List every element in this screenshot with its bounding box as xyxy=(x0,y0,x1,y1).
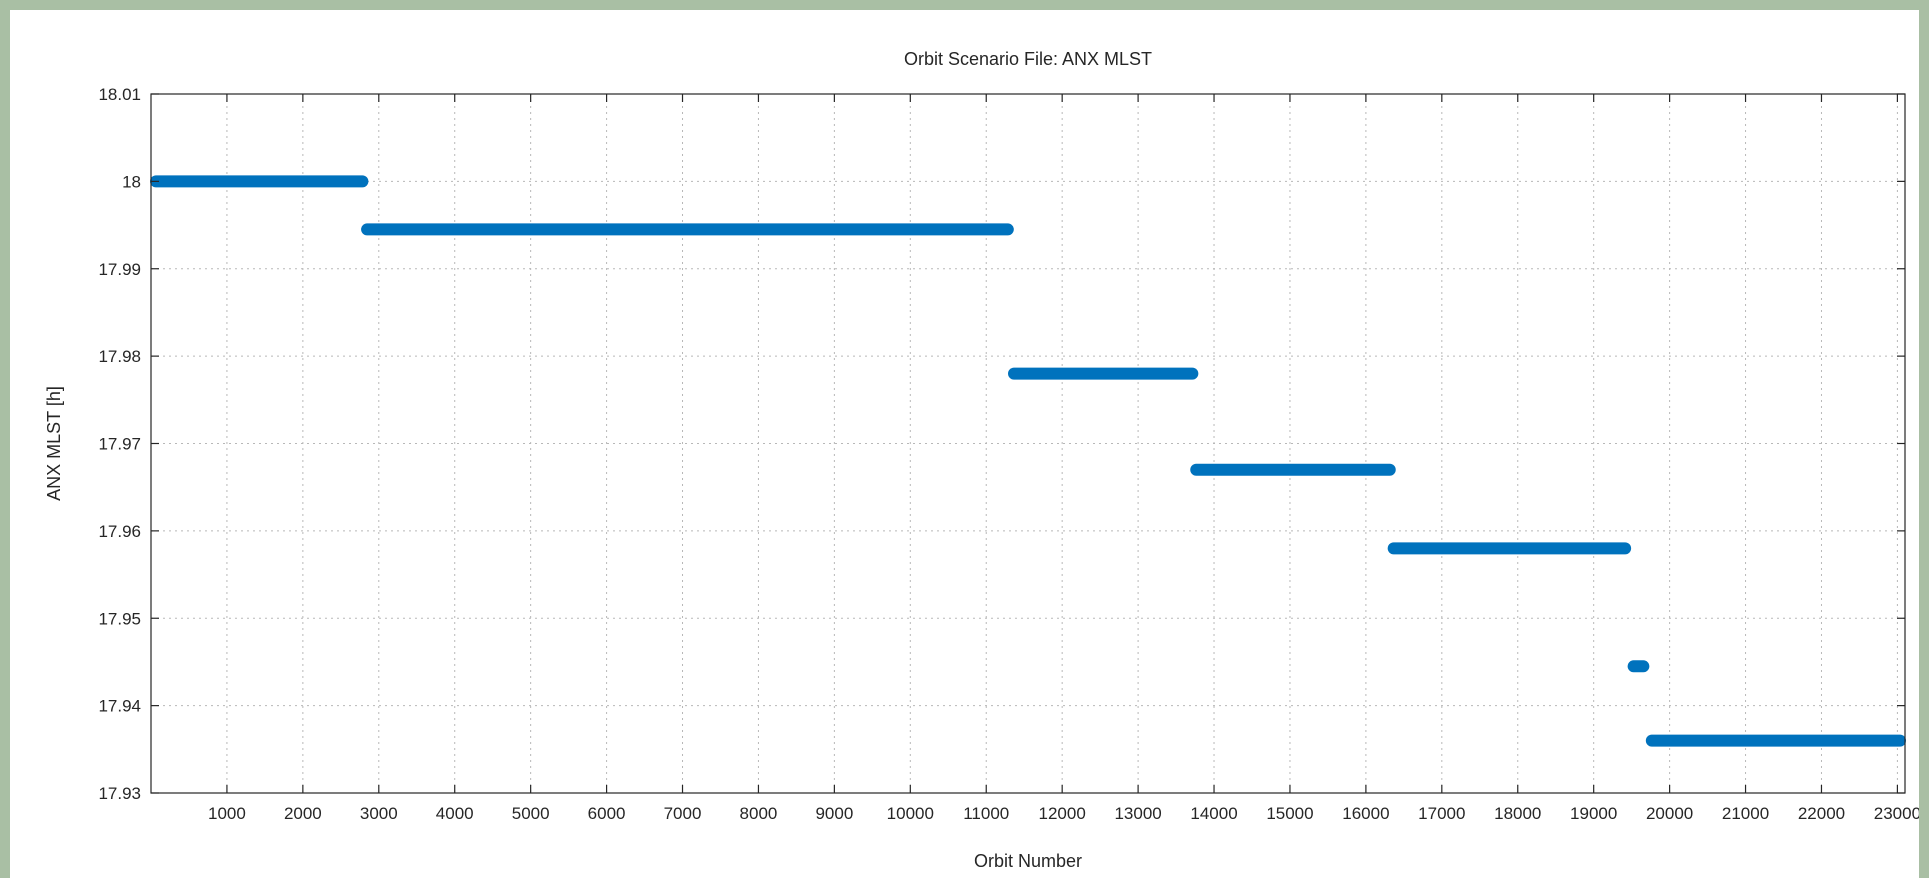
figure-window: 1000 2000 3000 4000 5000 6000 7000 8000 9000 1000… xyxy=(10,10,1919,878)
y-tick-label: 17.94 xyxy=(98,697,141,716)
x-tick-label: 7000 xyxy=(664,804,702,823)
x-axis-label: Orbit Number xyxy=(974,851,1082,871)
data-series xyxy=(150,175,1906,747)
orbit-mlst-chart: 1000 2000 3000 4000 5000 6000 7000 8000 9000 1000… xyxy=(44,49,1919,871)
y-tick-label: 18 xyxy=(122,172,141,191)
x-tick-label: 10000 xyxy=(887,804,934,823)
x-tick-label: 3000 xyxy=(360,804,398,823)
y-tick-label: 17.96 xyxy=(98,522,141,541)
x-tick-label: 18000 xyxy=(1494,804,1541,823)
x-tick-label: 2000 xyxy=(284,804,322,823)
chart-title: Orbit Scenario File: ANX MLST xyxy=(904,49,1152,69)
x-tick-label: 4000 xyxy=(436,804,474,823)
x-tick-label: 13000 xyxy=(1114,804,1161,823)
x-tick-label: 22000 xyxy=(1798,804,1845,823)
y-axis-label: ANX MLST [h] xyxy=(44,386,64,501)
x-tick-label: 14000 xyxy=(1190,804,1237,823)
x-tick-label: 17000 xyxy=(1418,804,1465,823)
x-tick-label: 20000 xyxy=(1646,804,1693,823)
x-tick-label: 19000 xyxy=(1570,804,1617,823)
y-tick-label: 17.93 xyxy=(98,784,141,803)
y-tick-label: 18.01 xyxy=(98,85,141,104)
y-tick-label: 17.95 xyxy=(98,609,141,628)
x-tick-label: 15000 xyxy=(1266,804,1313,823)
x-tick-label: 16000 xyxy=(1342,804,1389,823)
x-tick-label: 8000 xyxy=(740,804,778,823)
x-tick-label: 23000 xyxy=(1874,804,1919,823)
x-tick-label: 21000 xyxy=(1722,804,1769,823)
x-tick-label: 11000 xyxy=(963,804,1009,823)
y-tick-label: 17.98 xyxy=(98,347,141,366)
y-tick-label: 17.97 xyxy=(98,435,141,454)
x-tick-label: 1000 xyxy=(208,804,246,823)
x-tick-label: 12000 xyxy=(1039,804,1086,823)
axis-ticks: 1000 2000 3000 4000 5000 6000 7000 8000 9000 1000… xyxy=(98,85,1919,823)
x-tick-label: 9000 xyxy=(815,804,853,823)
x-tick-label: 6000 xyxy=(588,804,626,823)
y-tick-label: 17.99 xyxy=(98,260,141,279)
x-tick-label: 5000 xyxy=(512,804,550,823)
